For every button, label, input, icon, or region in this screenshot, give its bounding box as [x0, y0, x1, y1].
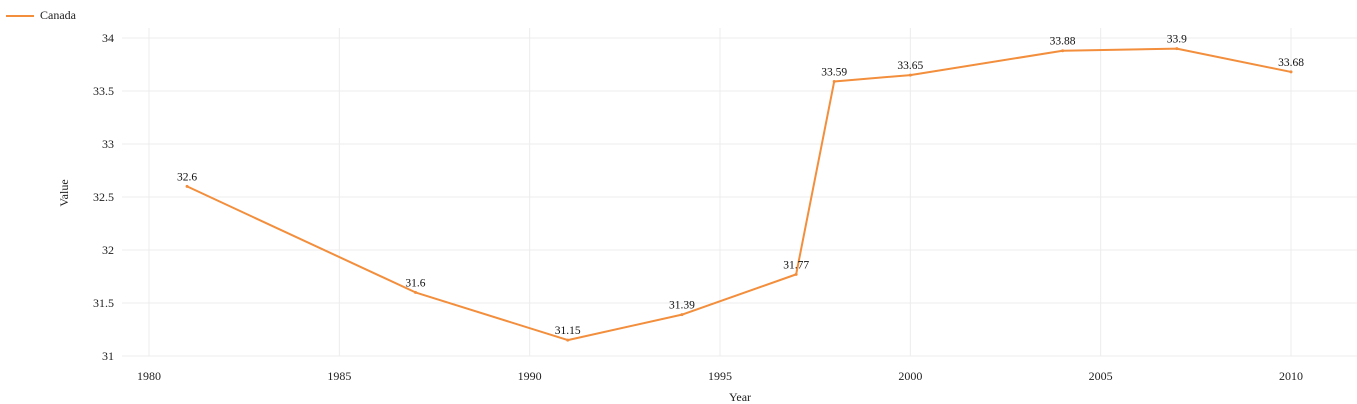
y-tick-label: 33.5 [93, 84, 114, 98]
data-point[interactable] [832, 79, 836, 83]
data-point[interactable] [794, 272, 798, 276]
x-tick-label: 1990 [518, 369, 542, 383]
series-line-0 [186, 47, 1292, 342]
data-label: 31.77 [783, 259, 809, 271]
data-point[interactable] [1175, 47, 1179, 51]
data-point[interactable] [1061, 49, 1065, 53]
legend-label: Canada [40, 8, 76, 22]
data-label: 31.39 [669, 300, 695, 312]
data-label: 33.59 [821, 66, 847, 78]
legend-swatch [6, 14, 34, 17]
y-tick-label: 32 [102, 243, 114, 257]
data-point[interactable] [185, 184, 189, 188]
x-tick-label: 1985 [327, 369, 351, 383]
y-tick-label: 31 [102, 349, 114, 363]
y-axis-label: Value [57, 179, 71, 206]
x-tick-label: 1980 [137, 369, 161, 383]
series-layer [185, 47, 1293, 342]
data-point[interactable] [413, 290, 417, 294]
x-tick-label: 2005 [1089, 369, 1113, 383]
y-tick-label: 34 [102, 31, 114, 45]
grid [122, 28, 1357, 357]
data-label: 31.15 [555, 325, 581, 337]
x-tick-label: 2000 [898, 369, 922, 383]
x-axis-label: Year [729, 390, 751, 404]
x-tick-label: 2010 [1279, 369, 1303, 383]
data-label: 33.88 [1050, 36, 1076, 48]
data-label: 31.6 [405, 277, 425, 289]
data-point[interactable] [1289, 70, 1293, 74]
y-axis-ticks: 31 31.5 32 32.5 33 33.5 34 [93, 31, 114, 363]
y-tick-label: 33 [102, 137, 114, 151]
data-label: 33.68 [1278, 57, 1304, 69]
legend[interactable]: Canada [6, 8, 76, 23]
y-tick-label: 31.5 [93, 296, 114, 310]
data-point[interactable] [908, 73, 912, 77]
x-tick-label: 1995 [708, 369, 732, 383]
data-point[interactable] [566, 338, 570, 342]
data-label: 33.65 [897, 60, 923, 72]
y-tick-label: 32.5 [93, 190, 114, 204]
data-label: 32.6 [177, 171, 197, 183]
data-labels: 32.6 31.6 31.15 31.39 31.77 33.59 33.65 33.88 33… [177, 34, 1304, 338]
data-label: 33.9 [1167, 34, 1187, 46]
x-axis-ticks: 1980 1985 1990 1995 2000 2005 2010 [137, 369, 1303, 383]
data-point[interactable] [680, 313, 684, 317]
